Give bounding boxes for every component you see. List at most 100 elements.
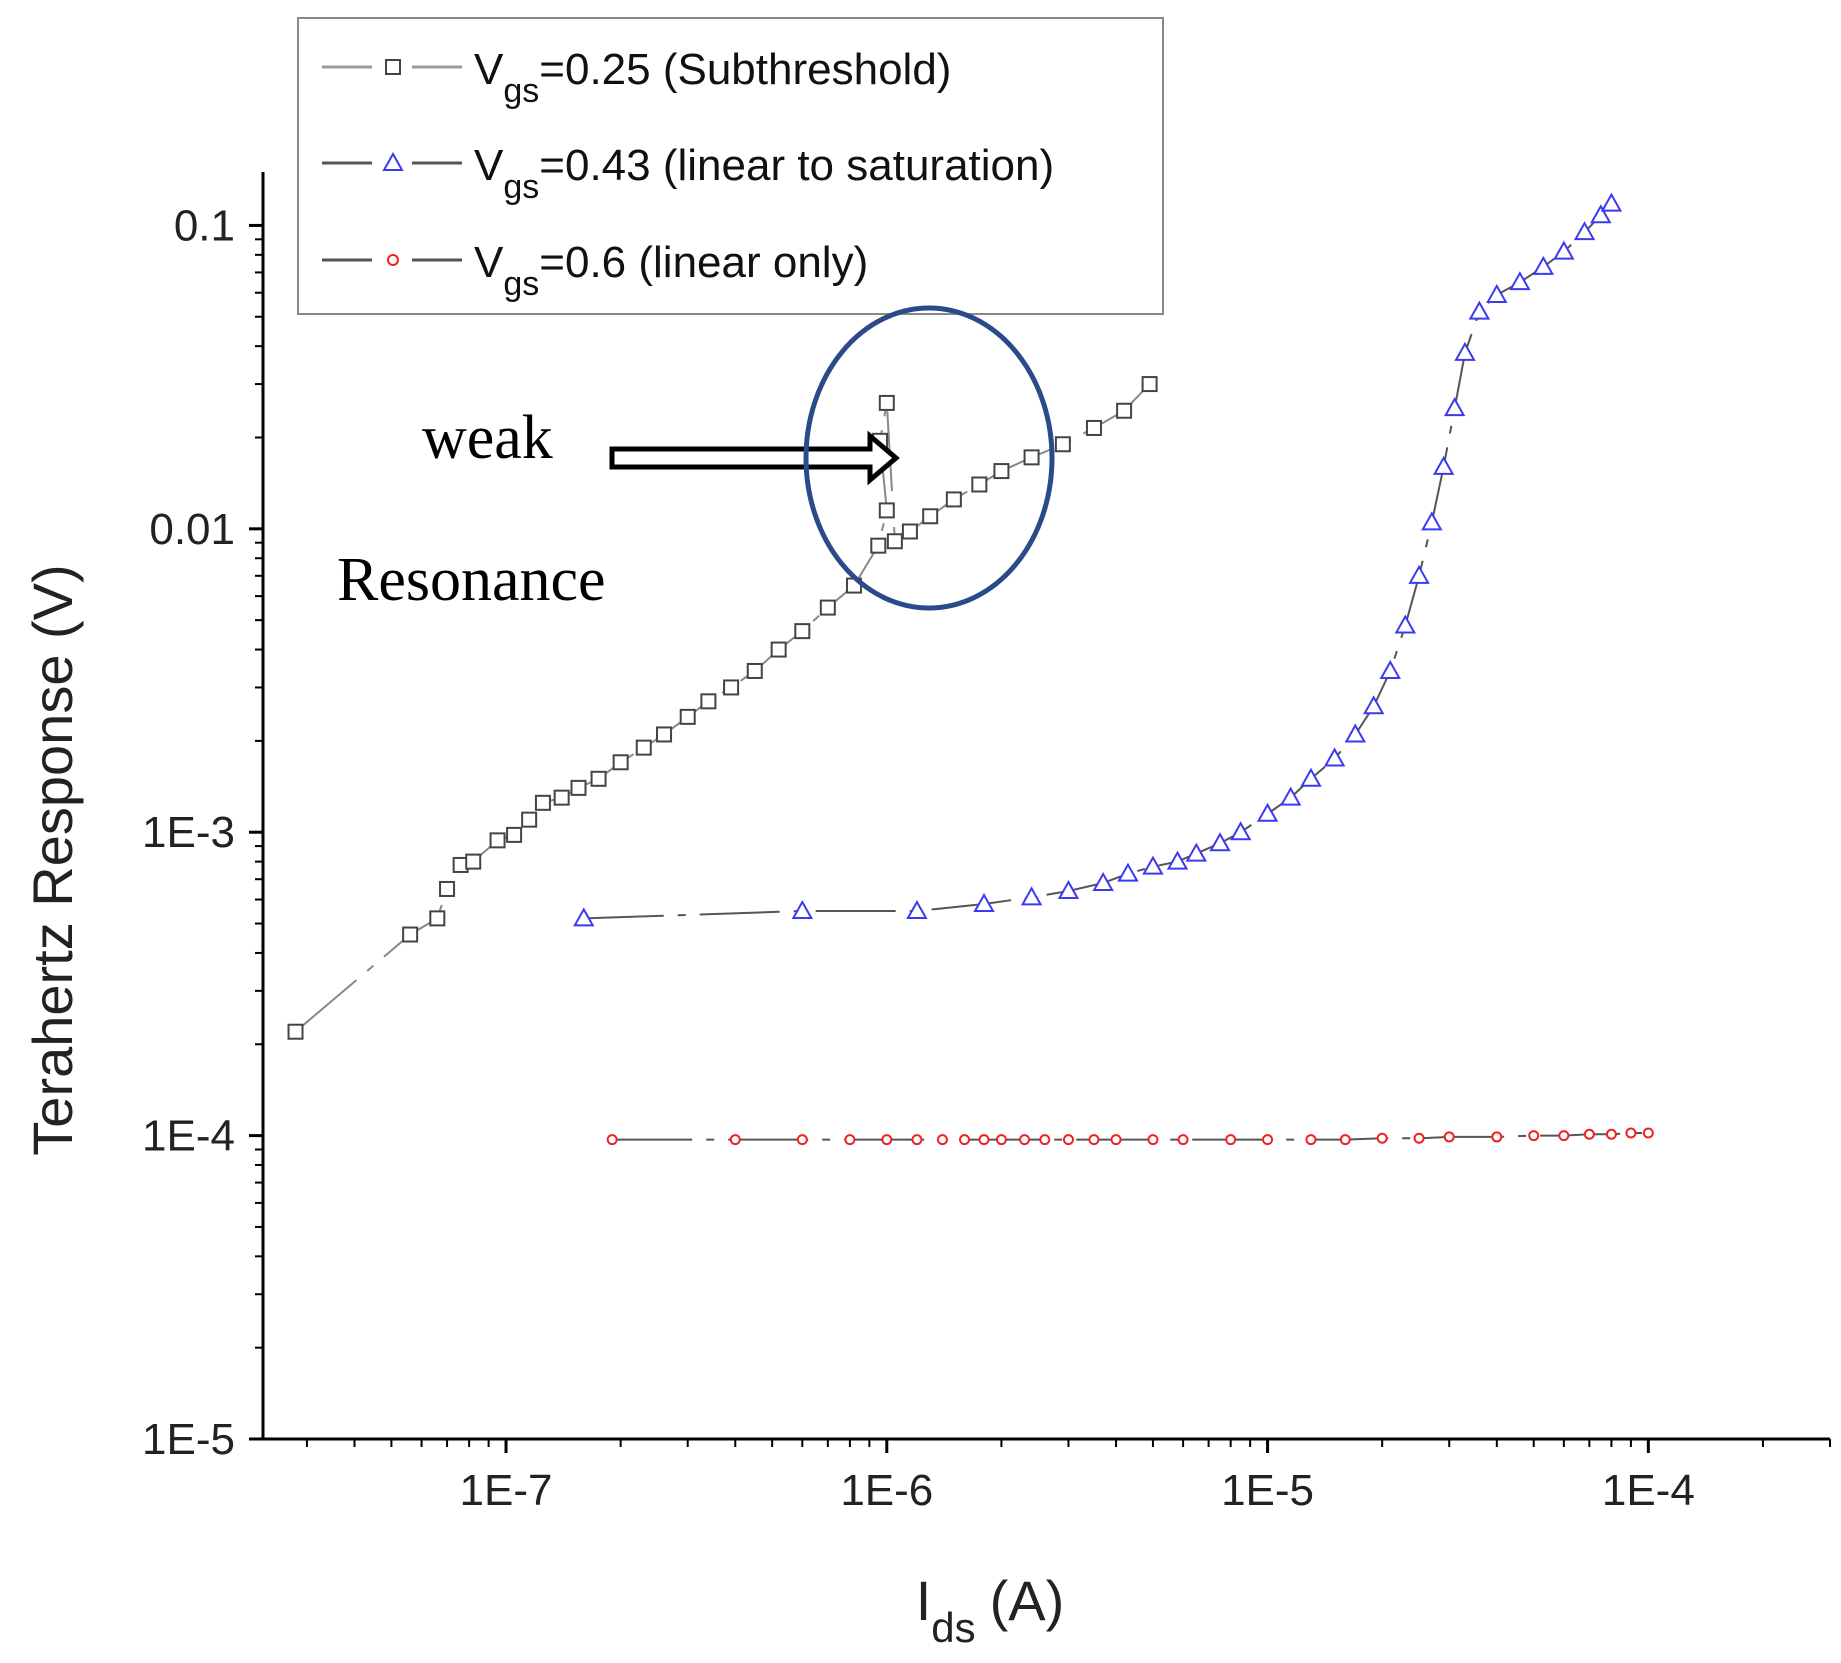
data-point-square [700, 693, 717, 710]
data-point-triangle [1573, 221, 1596, 241]
data-point-circle [1491, 1131, 1503, 1143]
legend-item-subthreshold: Vgs=0.25 (Subthreshold) [322, 45, 951, 110]
series-1-line [583, 202, 1613, 920]
data-point-triangle [1432, 455, 1455, 475]
data-point-triangle [1209, 832, 1231, 852]
data-point-square [521, 811, 538, 828]
data-point-square [553, 789, 570, 806]
data-point-square [945, 491, 962, 508]
data-point-triangle [1454, 341, 1476, 361]
x-axis-title: Ids (A) [916, 1569, 1065, 1651]
data-point-square [723, 679, 740, 696]
data-point-triangle [1379, 659, 1401, 679]
data-point-square [465, 853, 482, 870]
data-point-triangle [1092, 871, 1114, 892]
legend-label-linear-saturation: Vgs=0.43 (linear to saturation) [474, 141, 1054, 206]
data-point-square [878, 394, 895, 411]
y-tick-label: 1E-5 [142, 1415, 235, 1464]
data-point-triangle [1394, 614, 1417, 634]
data-point-circle [1413, 1132, 1425, 1144]
data-point-triangle [1443, 397, 1466, 417]
data-point-circle [881, 1134, 893, 1146]
data-point-circle [1605, 1128, 1617, 1140]
legend: Vgs=0.25 (Subthreshold) Vgs=0.43 (linear… [297, 17, 1164, 315]
data-point-triangle [1057, 879, 1080, 900]
x-tick-label: 1E-5 [1221, 1466, 1314, 1515]
data-point-square [971, 476, 988, 493]
data-point-circle [911, 1134, 923, 1146]
x-axis-title-unit: (A) [990, 1569, 1065, 1632]
data-point-square [489, 832, 506, 849]
data-point-triangle [1486, 283, 1508, 303]
data-point-circle [1642, 1127, 1654, 1139]
data-point-square [635, 739, 652, 756]
data-point-square [1054, 436, 1071, 453]
data-point-square [656, 726, 673, 743]
data-point-triangle [1117, 862, 1139, 882]
data-point-circle [1339, 1134, 1351, 1146]
data-point-square [1085, 419, 1102, 436]
data-point-square [612, 754, 629, 771]
legend-square-marker [385, 59, 401, 75]
data-point-circle [796, 1134, 808, 1146]
data-point-triangle [973, 892, 995, 912]
data-point-circle [1088, 1134, 1100, 1146]
data-point-triangle [1020, 886, 1043, 906]
data-point-triangle [1590, 204, 1612, 224]
legend-item-linear-saturation: Vgs=0.43 (linear to saturation) [322, 141, 1054, 206]
x-tick-label: 1E-4 [1602, 1466, 1695, 1515]
data-point-triangle [791, 899, 814, 919]
data-point-circle [1110, 1134, 1122, 1146]
data-point-circle [978, 1134, 990, 1146]
annotation-arrow [609, 430, 900, 486]
data-point-triangle [1185, 842, 1208, 862]
data-point-square [534, 794, 551, 811]
x-axis-title-main: I [916, 1569, 932, 1632]
annotation-weak-resonance: weak Resonance [337, 305, 1055, 614]
data-point-triangle [1229, 821, 1252, 841]
data-point-square [819, 599, 836, 616]
data-point-circle [1039, 1134, 1051, 1146]
data-point-square [402, 926, 419, 943]
data-point-triangle [1344, 723, 1367, 743]
data-point-circle [1376, 1132, 1388, 1144]
data-point-triangle [1323, 747, 1346, 767]
data-point-triangle [1553, 240, 1575, 260]
data-point-square [1141, 376, 1158, 393]
y-tick-label: 1E-4 [142, 1112, 235, 1161]
data-point-circle [1262, 1134, 1274, 1146]
data-point-square [993, 463, 1010, 480]
data-point-circle [1225, 1134, 1237, 1146]
data-point-circle [729, 1134, 741, 1146]
data-point-triangle [1300, 767, 1322, 787]
data-point-triangle [1509, 271, 1531, 291]
data-point-square [1116, 402, 1133, 419]
legend-label-subthreshold: Vgs=0.25 (Subthreshold) [474, 45, 951, 110]
annotation-weak-label: weak [422, 404, 553, 472]
data-point-square [878, 502, 895, 519]
data-point-triangle [906, 899, 928, 919]
axis-ticks: 1E-5 1E-4 1E-3 0.01 0.1 1E-7 1E-6 1E-5 1E-4 [142, 201, 1831, 1515]
data-point-square [429, 910, 446, 927]
y-tick-label: 0.01 [149, 505, 235, 554]
data-point-square [590, 770, 607, 787]
data-point-square [901, 523, 918, 540]
data-point-triangle [1362, 695, 1385, 715]
data-point-circle [1443, 1131, 1455, 1143]
data-point-circle [959, 1134, 971, 1146]
data-point-circle [1305, 1134, 1317, 1146]
x-tick-label: 1E-6 [840, 1466, 933, 1515]
data-point-triangle [1279, 786, 1302, 806]
series-markers [287, 192, 1654, 1146]
series-0-line [294, 383, 1151, 1033]
data-point-circle [1583, 1128, 1595, 1140]
data-point-circle [1019, 1134, 1031, 1146]
annotation-ellipse [803, 305, 1055, 611]
data-point-circle [1177, 1134, 1189, 1146]
data-point-square [679, 708, 696, 725]
data-point-square [746, 662, 763, 679]
data-point-square [1023, 449, 1040, 466]
data-point-triangle [1142, 855, 1164, 875]
